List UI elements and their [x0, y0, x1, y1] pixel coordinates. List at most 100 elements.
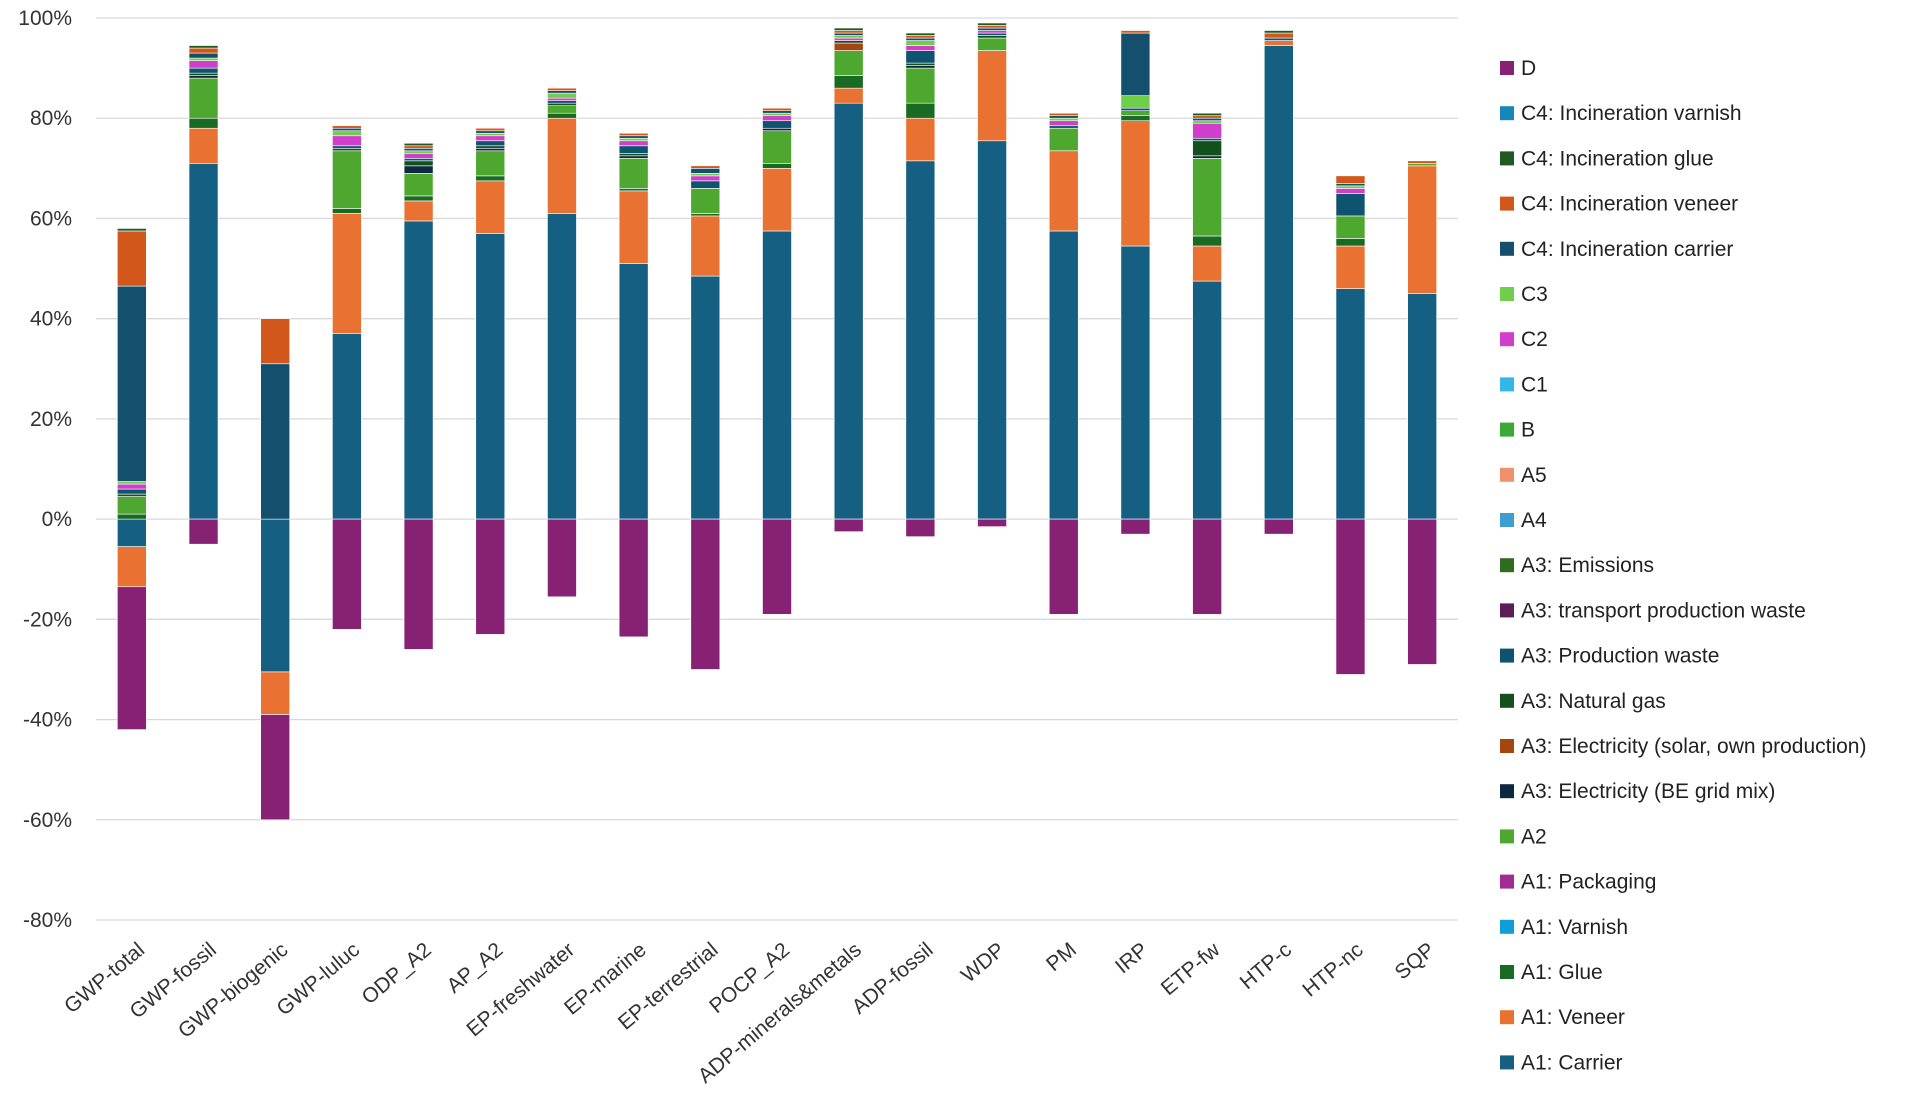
- legend-swatch: [1500, 965, 1514, 979]
- bar-segment: [547, 213, 577, 520]
- bar-segment: [833, 50, 864, 76]
- bar-segment: [1120, 120, 1151, 247]
- bar-segment: [1192, 137, 1222, 142]
- y-tick-label: -80%: [23, 909, 72, 932]
- x-axis-tick-labels: GWP-totalGWP-fossilGWP-biogenicGWP-luluc…: [60, 938, 1439, 1088]
- bar-segment: [260, 714, 291, 821]
- bar-segment: [1263, 45, 1294, 520]
- legend-swatch: [1500, 377, 1514, 392]
- bar-segment: [1263, 37, 1294, 41]
- bar-segment: [1263, 30, 1294, 34]
- x-tick-label: SQP: [1391, 938, 1440, 984]
- bar-segment: [475, 233, 506, 520]
- bar-segment: [332, 333, 362, 520]
- bar-segment: [1120, 110, 1151, 117]
- bar-segment: [618, 153, 649, 157]
- bar-segment: [117, 586, 147, 730]
- bar-segment: [188, 47, 219, 54]
- bar-segment: [403, 173, 434, 197]
- bar-segment: [1407, 165, 1437, 294]
- legend-label: A3: Emissions: [1521, 554, 1654, 577]
- bar-segment: [1335, 238, 1366, 247]
- bar-segment: [475, 150, 506, 177]
- bar-segment: [833, 37, 864, 41]
- bar-segment: [475, 130, 506, 134]
- bar-segment: [690, 175, 721, 182]
- bar-segment: [905, 102, 936, 119]
- bar-segment: [905, 45, 936, 51]
- x-tick-label: AP_A2: [443, 938, 508, 998]
- bar-segment: [547, 87, 577, 91]
- legend-swatch: [1500, 739, 1514, 753]
- bar-segment: [332, 135, 362, 147]
- bar-segment: [475, 175, 506, 182]
- legend-swatch: [1500, 558, 1514, 573]
- legend-label: C4: Incineration glue: [1521, 147, 1714, 170]
- bar-segment: [977, 30, 1007, 34]
- bar-segment: [1192, 235, 1222, 247]
- bar-segment: [618, 263, 649, 520]
- bar-segment: [1407, 293, 1437, 520]
- bar-segment: [547, 97, 577, 101]
- bar-segment: [690, 180, 721, 189]
- bar-segment: [403, 158, 434, 162]
- bar-segment: [188, 127, 219, 164]
- x-tick-label: PM: [1042, 938, 1081, 976]
- legend: D C4: Incineration varnish C4: Incineratio…: [1500, 57, 1866, 1074]
- bar-segment: [1335, 245, 1366, 289]
- bar-segment: [833, 102, 864, 520]
- bar-segment: [690, 213, 721, 217]
- y-tick-label: 0%: [42, 508, 72, 531]
- legend-swatch: [1500, 467, 1514, 482]
- y-tick-label: 60%: [30, 207, 72, 230]
- bar-segment: [547, 518, 577, 598]
- legend-label: A3: transport production waste: [1521, 599, 1806, 622]
- bar-segment: [1120, 32, 1151, 96]
- bar-segment: [1335, 175, 1366, 184]
- bar-segment: [905, 62, 936, 66]
- bar-segment: [1335, 215, 1366, 239]
- y-tick-label: -20%: [23, 608, 72, 631]
- bar-segment: [117, 488, 147, 495]
- legend-label: A1: Varnish: [1521, 916, 1628, 939]
- legend-swatch: [1500, 106, 1514, 121]
- bar-segment: [618, 137, 649, 142]
- bar-segment: [618, 155, 649, 159]
- bar-segment: [833, 32, 864, 36]
- bar-segment: [1335, 193, 1366, 217]
- bar-segment: [332, 130, 362, 137]
- y-tick-label: 40%: [30, 308, 72, 331]
- bar-segment: [117, 513, 147, 520]
- legend-label: A1: Glue: [1521, 961, 1603, 984]
- bar-segment: [117, 496, 147, 515]
- bar-segment: [403, 147, 434, 152]
- y-tick-label: -40%: [23, 709, 72, 732]
- bar-segment: [188, 77, 219, 119]
- bar-segment: [188, 52, 219, 59]
- bar-segment: [188, 60, 219, 69]
- legend-label: D: [1521, 57, 1536, 80]
- bar-segment: [977, 140, 1007, 520]
- bar-segment: [188, 45, 219, 49]
- bar-segment: [1048, 127, 1079, 152]
- bar-segment: [1048, 120, 1079, 127]
- bar-segment: [618, 518, 649, 638]
- y-axis-tick-labels: -80% -60% -40% -20% 0% 20% 40% 60% 80% 100%: [18, 7, 72, 932]
- bar-segment: [188, 518, 219, 545]
- bar-segment: [690, 168, 721, 174]
- bar-segment: [1048, 115, 1079, 119]
- bar-segment: [117, 285, 147, 482]
- bar-segment: [188, 72, 219, 76]
- bar-segment: [547, 100, 577, 104]
- bar-segment: [332, 147, 362, 152]
- bar-segment: [1048, 112, 1079, 117]
- legend-swatch: [1500, 784, 1514, 799]
- legend-swatch: [1500, 603, 1514, 618]
- bar-segment: [547, 112, 577, 119]
- bar-segment: [260, 318, 291, 365]
- bar-segment: [403, 142, 434, 147]
- bar-segment: [833, 35, 864, 39]
- bar-segment: [977, 518, 1007, 527]
- bar-segment: [188, 163, 219, 520]
